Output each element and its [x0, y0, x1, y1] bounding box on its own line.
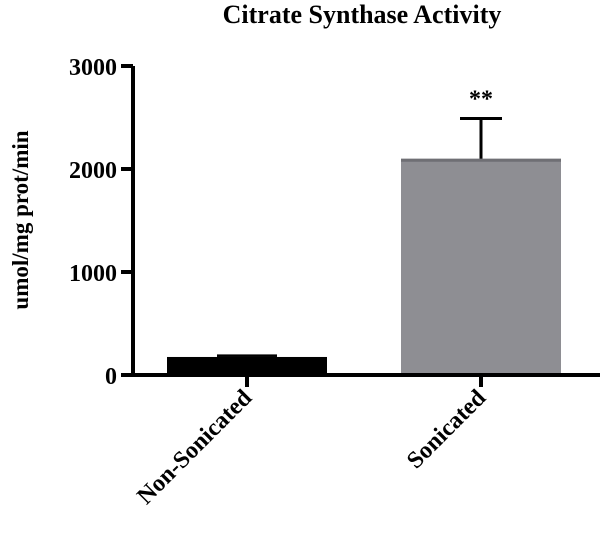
- plot-area: 0 1000 2000 3000 Non-Sonicated Sonicated **: [69, 55, 600, 510]
- significance-annotation-sonicated: **: [469, 87, 493, 113]
- bar-non-sonicated: [167, 356, 327, 375]
- x-tick-label-sonicated: Sonicated: [402, 384, 492, 474]
- bar-sonicated: [401, 158, 561, 375]
- chart-title: Citrate Synthase Activity: [223, 0, 502, 29]
- y-tick-label-2000: 2000: [69, 158, 117, 184]
- y-axis-label: umol/mg prot/min: [8, 130, 33, 309]
- error-bar-non-sonicated: [217, 354, 277, 357]
- y-tick-label-0: 0: [105, 364, 117, 390]
- x-tick-label-non-sonicated: Non-Sonicated: [132, 384, 257, 509]
- y-tick-label-1000: 1000: [69, 261, 117, 287]
- y-tick-label-3000: 3000: [69, 55, 117, 81]
